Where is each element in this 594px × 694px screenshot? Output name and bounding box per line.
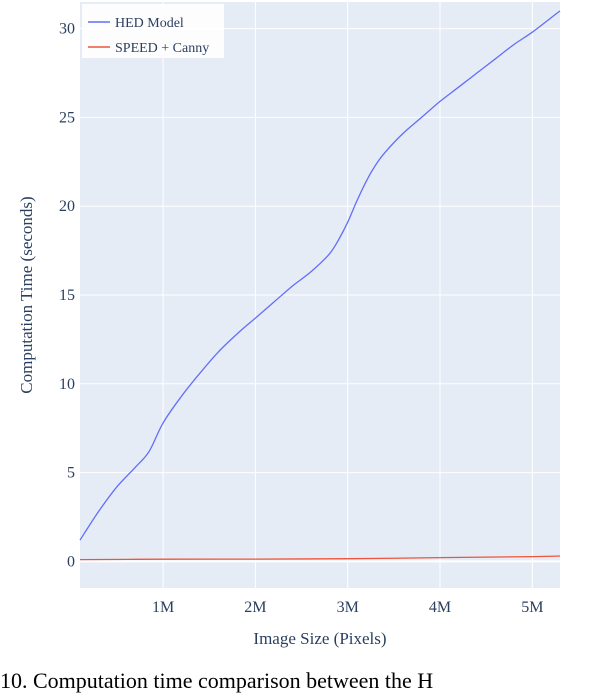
x-tick-label: 3M (337, 599, 359, 616)
y-tick-label: 20 (59, 198, 75, 215)
x-tick-label: 1M (152, 599, 174, 616)
legend-box (82, 4, 224, 58)
x-axis-ticks: 1M 2M 3M 4M 5M (152, 599, 543, 616)
y-tick-label: 15 (59, 287, 75, 304)
grid-lines (80, 2, 560, 588)
legend-label: SPEED + Canny (115, 41, 209, 56)
x-tick-label: 2M (244, 599, 266, 616)
x-tick-label: 5M (521, 599, 543, 616)
y-tick-label: 25 (59, 109, 75, 126)
series-lines (79, 10, 561, 561)
y-axis-ticks: 0 5 10 15 20 25 30 (59, 21, 75, 571)
y-tick-label: 0 (67, 553, 75, 570)
x-axis-title: Image Size (Pixels) (253, 629, 386, 648)
y-tick-label: 30 (59, 21, 75, 38)
series-line-speed-canny (79, 555, 561, 561)
x-tick-label: 4M (429, 599, 451, 616)
series-line-hed-model (79, 10, 561, 541)
legend: HED Model SPEED + Canny (82, 4, 224, 58)
y-tick-label: 5 (67, 465, 75, 482)
y-axis-title: Computation Time (seconds) (17, 196, 36, 393)
y-tick-label: 10 (59, 376, 75, 393)
legend-label: HED Model (115, 16, 184, 31)
figure-caption: 10. Computation time comparison between … (0, 668, 434, 693)
